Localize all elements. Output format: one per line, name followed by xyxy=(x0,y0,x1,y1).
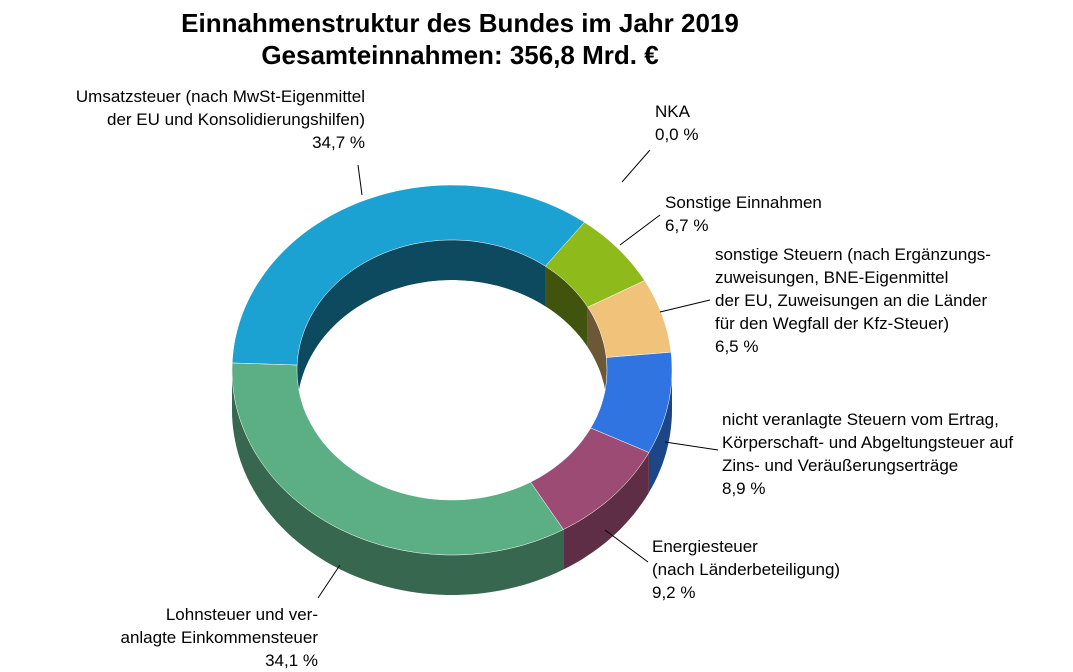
leader-line xyxy=(605,530,648,562)
value-label: 6,5 % xyxy=(715,335,991,358)
leader-line xyxy=(358,165,362,195)
value-label: 34,7 % xyxy=(76,131,365,154)
leader-line xyxy=(620,215,660,245)
leader-line xyxy=(660,300,710,312)
slice-label: Lohnsteuer und ver- anlagte Einkommenste… xyxy=(120,603,318,672)
value-label: 0,0 % xyxy=(655,123,698,146)
slice-label: nicht veranlagte Steuern vom Ertrag, Kör… xyxy=(722,408,1013,500)
category-name: Lohnsteuer und ver- anlagte Einkommenste… xyxy=(120,603,318,649)
slice-label: sonstige Steuern (nach Ergänzungs- zuwei… xyxy=(715,243,991,358)
category-name: nicht veranlagte Steuern vom Ertrag, Kör… xyxy=(722,408,1013,477)
category-name: Sonstige Einnahmen xyxy=(665,191,822,214)
category-name: Umsatzsteuer (nach MwSt-Eigenmittel der … xyxy=(76,85,365,131)
category-name: Energiesteuer (nach Länderbeteiligung) xyxy=(652,535,840,581)
slice-label: Umsatzsteuer (nach MwSt-Eigenmittel der … xyxy=(76,85,365,154)
leader-line xyxy=(622,150,650,182)
value-label: 8,9 % xyxy=(722,477,1013,500)
category-name: sonstige Steuern (nach Ergänzungs- zuwei… xyxy=(715,243,991,335)
leader-line xyxy=(318,565,340,598)
category-name: NKA xyxy=(655,100,698,123)
value-label: 9,2 % xyxy=(652,581,840,604)
leader-line xyxy=(665,442,718,450)
value-label: 6,7 % xyxy=(665,214,822,237)
slice-label: Energiesteuer (nach Länderbeteiligung)9,… xyxy=(652,535,840,604)
